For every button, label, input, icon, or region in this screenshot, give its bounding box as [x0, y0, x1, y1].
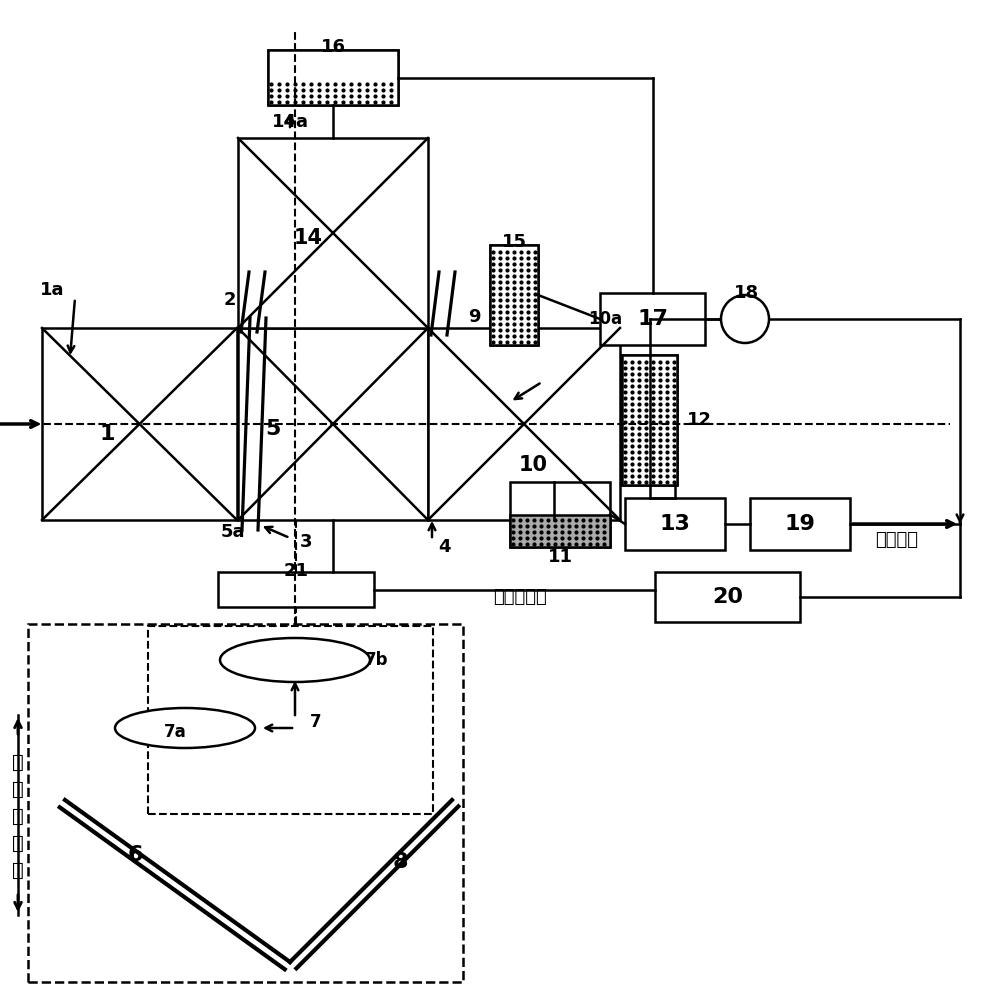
Text: 2: 2: [224, 291, 236, 309]
Text: 5a: 5a: [221, 523, 245, 541]
Text: 18: 18: [734, 284, 758, 302]
Text: 13: 13: [659, 514, 690, 534]
Text: 3: 3: [300, 533, 312, 551]
Bar: [749, 498, 849, 550]
Bar: [489, 245, 538, 345]
Text: 15: 15: [501, 233, 526, 251]
Bar: [489, 245, 538, 345]
Text: 21: 21: [283, 562, 308, 580]
Text: 7a: 7a: [163, 723, 186, 741]
Text: 19: 19: [784, 514, 815, 534]
Text: 器: 器: [12, 752, 24, 772]
Bar: [267, 50, 398, 105]
Text: 1: 1: [99, 424, 114, 444]
Bar: [42, 328, 237, 520]
Circle shape: [721, 295, 768, 343]
Bar: [624, 498, 725, 550]
Text: 10a: 10a: [587, 310, 621, 328]
Text: 11: 11: [547, 548, 572, 566]
Text: 14a: 14a: [271, 113, 308, 131]
Bar: [654, 572, 799, 622]
Text: 10: 10: [518, 455, 547, 475]
Bar: [621, 355, 676, 485]
Text: 17: 17: [636, 309, 667, 329]
Bar: [238, 328, 427, 520]
Text: 1a: 1a: [40, 281, 65, 299]
Text: 4: 4: [437, 538, 450, 556]
Text: 14: 14: [293, 228, 322, 248]
Text: 16: 16: [320, 38, 345, 56]
Bar: [267, 50, 398, 105]
Text: 相: 相: [12, 860, 24, 880]
Bar: [238, 138, 427, 328]
Ellipse shape: [220, 638, 370, 682]
Bar: [599, 293, 705, 345]
Text: 8: 8: [392, 852, 408, 872]
Text: 5: 5: [265, 419, 280, 439]
Bar: [28, 624, 462, 982]
Text: 数据输出: 数据输出: [874, 531, 917, 549]
Text: 20: 20: [712, 587, 743, 607]
Bar: [621, 355, 676, 485]
Text: 位: 位: [12, 833, 24, 852]
Text: 7: 7: [310, 713, 321, 731]
Bar: [510, 515, 609, 547]
Bar: [218, 572, 374, 607]
Text: 12: 12: [686, 411, 712, 429]
Text: 光程精调整: 光程精调整: [493, 588, 547, 606]
Bar: [510, 482, 609, 547]
Text: 9: 9: [467, 308, 480, 326]
Text: 7b: 7b: [365, 651, 388, 669]
Bar: [148, 626, 432, 814]
Text: 6: 6: [127, 845, 142, 865]
Text: 迟: 迟: [12, 780, 24, 798]
Bar: [427, 328, 619, 520]
Ellipse shape: [115, 708, 254, 748]
Text: 延: 延: [12, 806, 24, 825]
